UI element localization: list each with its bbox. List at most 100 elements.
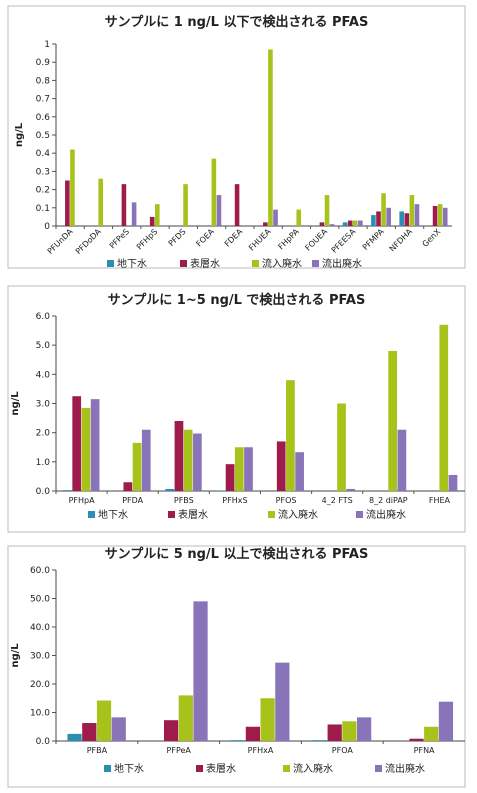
- x-tick-label: PFBS: [174, 496, 194, 505]
- bar: [371, 215, 376, 226]
- chart-title: サンプルに 1~5 ng/L で検出される PFAS: [108, 292, 366, 308]
- bar: [296, 209, 302, 226]
- bar: [432, 205, 438, 226]
- legend-swatch: [88, 511, 95, 518]
- legend-swatch: [283, 765, 290, 772]
- y-tick-label: 50.0: [30, 595, 50, 605]
- legend-label: 地下水: [117, 257, 147, 270]
- x-tick-label: PFDA: [122, 496, 143, 505]
- y-tick-label: 2.0: [36, 429, 51, 439]
- legend-swatch: [104, 765, 111, 772]
- y-tick-label: 0.5: [36, 131, 50, 141]
- x-tick-label: PFPeA: [167, 746, 192, 755]
- bar: [225, 464, 235, 491]
- y-tick-label: 10.0: [30, 709, 50, 719]
- bar: [268, 49, 273, 227]
- bar: [244, 447, 253, 491]
- bar: [397, 429, 407, 491]
- bar: [70, 149, 75, 226]
- y-tick-label: 1.0: [36, 458, 51, 468]
- bar: [149, 216, 155, 226]
- bar: [329, 224, 335, 226]
- bar: [357, 717, 372, 741]
- y-tick-label: 0.4: [36, 149, 51, 159]
- legend-swatch: [356, 511, 363, 518]
- y-tick-label: 0.0: [36, 487, 51, 497]
- bar: [376, 211, 381, 226]
- x-tick-label: 4_2 FTS: [322, 496, 353, 505]
- legend-label: 流入廃水: [262, 257, 302, 270]
- bar: [211, 158, 217, 226]
- y-tick-label: 0.0: [36, 737, 51, 747]
- bar: [121, 184, 127, 226]
- legend-swatch: [180, 260, 187, 267]
- x-tick-label: PFHxS: [222, 496, 247, 505]
- bar: [424, 726, 439, 741]
- chart-panel-3: サンプルに 5 ng/L 以上で検出される PFAS ng/L 0.0 10.0 20.…: [7, 545, 466, 788]
- legend-label: 流出廃水: [322, 257, 362, 270]
- bar: [286, 380, 295, 491]
- bar: [163, 720, 179, 741]
- bar: [295, 452, 304, 491]
- bar: [276, 441, 286, 491]
- bar: [155, 204, 160, 226]
- x-tick-label: PFHpA: [69, 496, 96, 505]
- y-tick-label: 4.0: [36, 370, 51, 380]
- bar: [141, 429, 151, 491]
- bar: [438, 701, 454, 741]
- bar: [342, 222, 348, 226]
- legend-swatch: [375, 765, 382, 772]
- y-tick-label: 0.7: [36, 95, 50, 105]
- bar: [98, 178, 104, 226]
- chart-panel-1: サンプルに 1 ng/L 以下で検出される PFAS ng/L 0 0.1 0.2 0.3…: [7, 5, 466, 270]
- bar: [439, 324, 449, 491]
- legend-swatch: [268, 511, 275, 518]
- bar: [234, 184, 240, 226]
- bar: [381, 193, 386, 226]
- bar: [275, 662, 290, 741]
- bar: [324, 195, 330, 226]
- legend-label: 表層水: [206, 762, 236, 775]
- chart-title: サンプルに 5 ng/L 以上で検出される PFAS: [105, 546, 369, 562]
- bar: [234, 447, 244, 491]
- legend-label: 地下水: [98, 508, 128, 521]
- bar: [414, 204, 420, 226]
- legend-label: 表層水: [178, 508, 208, 521]
- bar: [90, 399, 100, 491]
- bar: [358, 220, 363, 226]
- bar: [245, 726, 260, 741]
- chart-border: [7, 545, 466, 788]
- bar: [409, 195, 415, 226]
- bar: [216, 490, 226, 491]
- y-tick-label: 0.3: [36, 167, 50, 177]
- bar: [81, 407, 91, 491]
- bar: [386, 207, 391, 226]
- chart-panel-2: サンプルに 1~5 ng/L で検出される PFAS ng/L 0.0 1.0 2.0 3…: [7, 285, 466, 533]
- legend-swatch: [168, 511, 175, 518]
- bar: [183, 184, 188, 226]
- legend-swatch: [312, 260, 319, 267]
- bar: [312, 740, 328, 741]
- x-tick-label: PFBA: [87, 746, 108, 755]
- y-tick-label: 60.0: [30, 566, 50, 576]
- x-tick-label: 8_2 diPAP: [369, 496, 408, 505]
- bar: [193, 601, 208, 741]
- bar: [409, 738, 424, 741]
- bar: [216, 195, 222, 226]
- bar: [353, 220, 358, 226]
- bar: [165, 488, 175, 491]
- y-tick-label: 0.9: [36, 58, 51, 68]
- legend-label: 流出廃水: [385, 762, 425, 775]
- bar: [448, 474, 458, 491]
- x-tick-label: PFOA: [332, 746, 354, 755]
- bar: [342, 721, 357, 741]
- bar: [399, 211, 404, 226]
- y-tick-label: 40.0: [30, 623, 50, 633]
- bar: [72, 396, 82, 491]
- bar: [65, 180, 70, 226]
- legend-label: 流入廃水: [293, 762, 333, 775]
- bar: [131, 202, 137, 226]
- x-tick-label: PFNA: [414, 746, 435, 755]
